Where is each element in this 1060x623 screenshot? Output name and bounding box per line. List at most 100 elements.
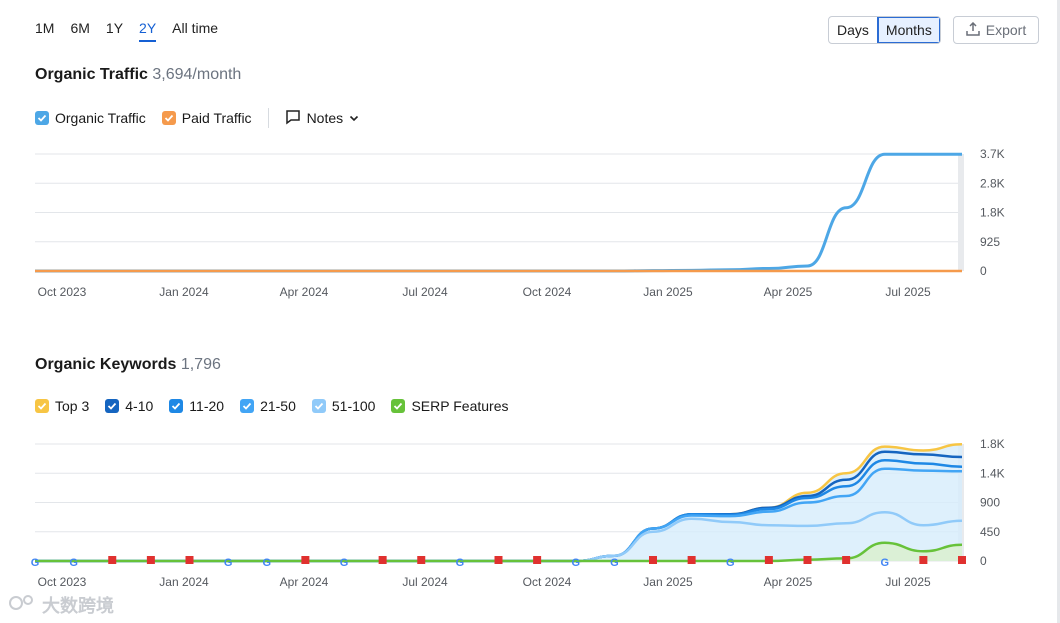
legend-4-10[interactable]: 4-10 [105,398,153,414]
legend-divider [267,108,269,128]
export-button[interactable]: Export [953,16,1039,44]
y-tick-label: 2.8K [980,176,1005,190]
note-flag-marker [764,556,773,564]
legend-11-20[interactable]: 11-20 [169,398,224,414]
months-button[interactable]: Months [876,17,940,43]
x-tick-label: Apr 2024 [280,575,329,589]
checkbox-icon [240,399,255,413]
google-update-marker: G [610,557,619,569]
note-flag-marker [494,556,503,564]
x-tick-label: Jul 2024 [402,285,448,299]
legend-51-100-label: 51-100 [331,398,376,414]
x-tick-label: Jul 2024 [402,575,448,589]
organic-traffic-title: Organic Traffic 3,694/month [35,66,241,84]
google-update-marker: G [880,557,889,569]
note-flag-marker [301,556,310,564]
partial-period-band [958,154,964,271]
google-update-marker: G [69,557,78,569]
serp-area-fill [35,542,962,561]
note-flag-marker [803,556,812,564]
note-flag-marker [108,556,117,564]
x-tick-label: Apr 2024 [280,285,329,299]
x-tick-label: Jul 2025 [885,575,931,589]
organic-traffic-chart: 3.7K 2.8K 1.8K 925 0 Oct 2023 Jan 2024 Apr 2024… [35,147,1005,299]
range-6m[interactable]: 6M [70,20,90,36]
legend-paid-label: Paid Traffic [181,110,252,126]
organic-keywords-value: 1,796 [180,356,221,373]
range-2y[interactable]: 2Y [139,20,157,42]
legend-51-100[interactable]: 51-100 [311,398,376,414]
legend-4-10-label: 4-10 [125,398,154,414]
range-all-time[interactable]: All time [172,20,219,36]
x-tick-label: Apr 2025 [764,285,813,299]
x-tick-label: Jul 2025 [885,285,931,299]
google-update-marker: G [224,557,233,569]
notes-dropdown[interactable]: Notes [285,109,360,128]
watermark-text: 大数跨境 [42,596,114,616]
checkbox-icon [161,111,176,125]
days-button[interactable]: Days [837,22,869,38]
note-flag-marker [146,556,155,564]
x-tick-label: Oct 2024 [523,285,572,299]
organic-keywords-title: Organic Keywords 1,796 [35,356,221,374]
y-tick-label: 0 [980,554,987,568]
y-tick-label: 1.8K [980,206,1005,220]
x-tick-label: Jan 2024 [159,575,209,589]
legend-paid-traffic[interactable]: Paid Traffic [161,110,252,126]
note-flag-marker [687,556,696,564]
x-tick-label: Jan 2024 [159,285,209,299]
date-range-tabs: 1M 6M 1Y 2Y All time [35,20,218,42]
organic-traffic-value: 3,694/month [152,66,242,83]
range-1y[interactable]: 1Y [105,20,124,36]
legend-21-50[interactable]: 21-50 [240,398,296,414]
organic-keywords-title-text: Organic Keywords [35,356,177,373]
range-1m[interactable]: 1M [35,20,55,36]
x-tick-label: Jan 2025 [643,575,693,589]
checkbox-icon [169,399,184,413]
google-update-marker: G [31,557,40,569]
legend-11-20-label: 11-20 [189,398,225,414]
notes-icon [285,109,301,128]
note-flag-marker [958,556,966,564]
google-update-marker: G [262,557,271,569]
google-update-marker: G [456,557,465,569]
y-tick-label: 450 [980,525,1000,539]
organic-keywords-chart: 1.8K 1.4K 900 450 0 Oct 2023 Jan 2024 Apr 2024 J… [31,437,1005,589]
page-scrollbar[interactable] [1057,0,1060,623]
x-tick-label: Oct 2023 [38,575,87,589]
keywords-area-fill [35,444,962,561]
y-tick-label: 1.8K [980,437,1005,451]
y-tick-label: 0 [980,264,987,278]
watermark: 大数跨境 [8,592,114,618]
checkbox-icon [391,399,406,413]
note-flag-marker [185,556,194,564]
note-flag-marker [378,556,387,564]
note-flag-marker [919,556,928,564]
google-update-marker: G [571,557,580,569]
y-tick-label: 900 [980,496,1000,510]
notes-label: Notes [306,110,344,126]
export-icon [966,21,980,39]
checkbox-icon [35,111,49,125]
y-tick-label: 1.4K [980,466,1005,480]
x-tick-label: Jan 2025 [643,285,693,299]
y-tick-label: 925 [980,235,1000,249]
note-flag-marker [649,556,657,564]
x-tick-label: Oct 2023 [38,285,87,299]
legend-organic-label: Organic Traffic [55,110,146,126]
note-flag-marker [417,556,426,564]
legend-top-3[interactable]: Top 3 [35,398,89,414]
checkbox-icon [105,399,120,413]
google-update-marker: G [726,557,735,569]
legend-organic-traffic[interactable]: Organic Traffic [35,110,146,126]
traffic-legend: Organic Traffic Paid Traffic Notes [35,108,359,128]
organic-traffic-title-text: Organic Traffic [35,66,148,83]
legend-21-50-label: 21-50 [260,398,296,414]
checkbox-icon [311,399,326,413]
keywords-legend: Top 3 4-10 11-20 21-50 51-100 SERP Featu… [35,398,508,414]
legend-serp-features[interactable]: SERP Features [391,398,508,414]
checkbox-icon [35,399,49,413]
google-update-marker: G [340,557,349,569]
watermark-logo-icon [8,594,38,617]
granularity-toggle: Days Months [828,16,941,44]
